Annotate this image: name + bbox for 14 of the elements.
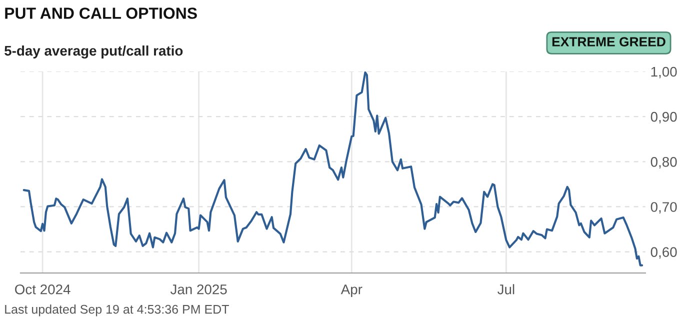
y-tick-label: 0,70 <box>650 202 677 214</box>
y-tick-label: 0,80 <box>650 156 677 168</box>
x-tick-label: Oct 2024 <box>15 284 70 294</box>
x-tick-label: Jan 2025 <box>170 284 227 294</box>
text: EXTREME GREED <box>552 37 666 46</box>
y-tick-label: 1,00 <box>651 66 677 78</box>
line-series <box>22 72 644 266</box>
chart-subtitle: 5-day average put/call ratio <box>4 45 183 59</box>
y-tick-label: 0,90 <box>650 112 677 124</box>
x-tick-label: Apr <box>340 284 362 298</box>
x-tick-label: Jul <box>498 284 514 294</box>
text: Last updated Sep 19 at 4:53:36 PM EDT <box>5 304 229 316</box>
chart-title: PUT AND CALL OPTIONS <box>5 8 197 19</box>
y-tick-label: 0,60 <box>650 247 677 259</box>
